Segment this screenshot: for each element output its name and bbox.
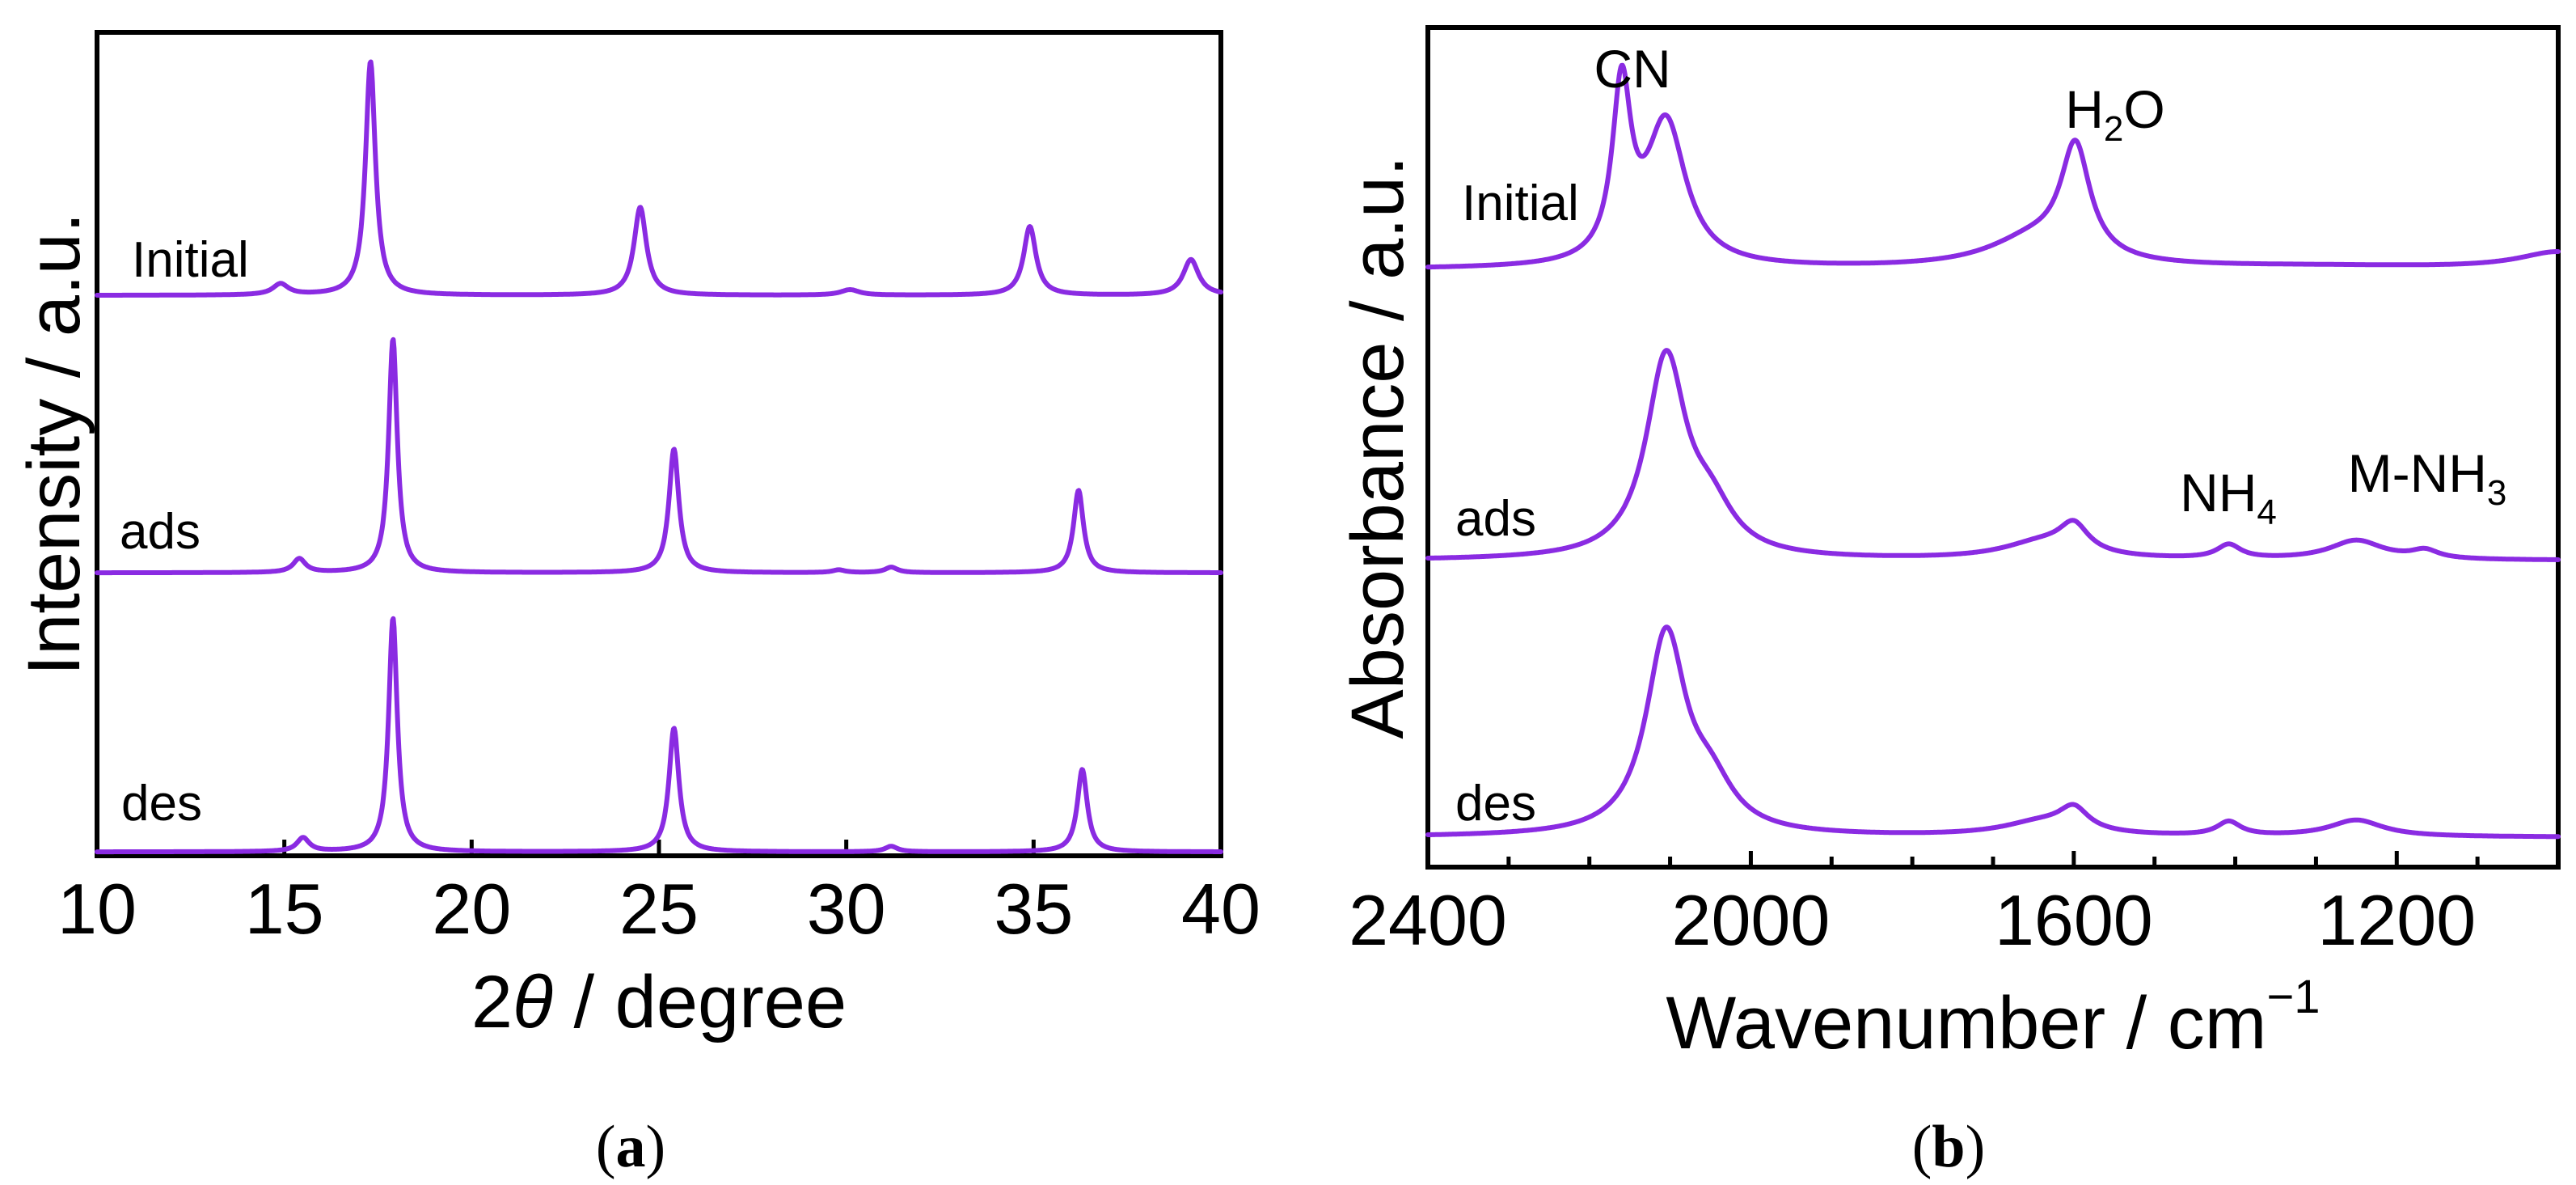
panel-a-x-axis-label-theta: θ <box>513 961 553 1043</box>
panel-a-x-axis-label-rest: / degree <box>553 961 847 1043</box>
panel-a-series-label-des: des <box>121 776 202 832</box>
panel-a-trace-initial <box>95 59 1223 298</box>
panel-a-caption: (a) <box>596 1114 665 1180</box>
panel-a-xrd-chart: 10 15 20 25 30 35 40 Initial ads des Int… <box>13 30 1261 1180</box>
panel-b-ir-chart: 2400 2000 1600 1200 Initial ads des CN H… <box>1337 25 2561 1180</box>
panel-b-traces <box>1425 62 2561 840</box>
panel-a-caption-close: ) <box>646 1114 666 1180</box>
panel-b-caption-close: ) <box>1966 1114 1986 1180</box>
panel-a-x-tick-label: 10 <box>57 869 137 949</box>
panel-b-annotation-h2o: H2O <box>2065 79 2165 149</box>
panel-b-annotation-h2o-sub: 2 <box>2104 109 2123 149</box>
panel-a-x-axis-label-prefix: 2 <box>471 961 513 1043</box>
panel-b-trace-ads <box>1425 348 2561 562</box>
panel-b-series-label-ads: ads <box>1455 491 1536 547</box>
panel-b-annotations: CN H2O NH4 M-NH3 <box>1594 39 2506 532</box>
panel-b-caption: (b) <box>1912 1114 1985 1180</box>
panel-b-annotation-h2o-h: H <box>2065 79 2104 139</box>
panel-b-annotation-h2o-o: O <box>2123 79 2164 139</box>
panel-b-annotation-mnh3-text: M-NH <box>2348 443 2487 503</box>
panel-b-series-labels: Initial ads des <box>1455 176 1579 832</box>
panel-b-x-axis-label-text: Wavenumber / cm <box>1666 982 2266 1064</box>
panel-a-x-tick-label: 40 <box>1181 869 1261 949</box>
panel-b-annotation-nh4: NH4 <box>2180 463 2277 532</box>
panel-a-trace-ads <box>95 336 1223 576</box>
panel-b-x-tick-label: 2400 <box>1349 880 1507 960</box>
panel-b-x-tick-label: 1600 <box>1995 880 2153 960</box>
panel-b-x-tick-label: 1200 <box>2317 880 2476 960</box>
panel-b-x-axis-label: Wavenumber / cm−1 <box>1666 971 2320 1064</box>
panel-b-annotation-nh4-sub: 4 <box>2257 493 2276 532</box>
panel-a-series-label-ads: ads <box>120 504 201 560</box>
panel-a-caption-letter: a <box>616 1114 646 1180</box>
panel-a-traces <box>95 59 1223 855</box>
panel-b-y-axis-label: Absorbance / a.u. <box>1337 155 1419 739</box>
panel-a-y-axis-label: Intensity / a.u. <box>13 213 95 676</box>
panel-a-plot-frame <box>95 30 1223 858</box>
panel-b-x-ticks <box>1425 851 2561 867</box>
panel-a-x-tick-label: 30 <box>807 869 886 949</box>
panel-a-x-tick-label: 35 <box>994 869 1073 949</box>
panel-a-x-axis-label: 2θ / degree <box>471 961 847 1043</box>
panel-b-trace-initial <box>1425 62 2561 270</box>
panel-b-trace-des <box>1425 624 2561 840</box>
panel-b-caption-letter: b <box>1932 1114 1965 1180</box>
panel-a-x-tick-label: 25 <box>619 869 699 949</box>
panel-b-series-label-des: des <box>1455 776 1536 832</box>
panel-b-annotation-cn: CN <box>1594 39 1670 99</box>
panel-b-x-tick-label: 2000 <box>1672 880 1831 960</box>
panel-a-x-tick-labels: 10 15 20 25 30 35 40 <box>57 869 1261 949</box>
panel-a-series-labels: Initial ads des <box>120 232 249 832</box>
panel-a-trace-des <box>95 616 1223 855</box>
panel-b-annotation-mnh3: M-NH3 <box>2348 443 2507 513</box>
panel-b-annotation-nh4-text: NH <box>2180 463 2257 523</box>
panel-a-x-tick-label: 15 <box>245 869 324 949</box>
panel-b-series-label-initial: Initial <box>1462 176 1579 231</box>
panel-b-x-axis-label-superscript: −1 <box>2266 971 2320 1023</box>
panel-a-caption-open: ( <box>596 1114 616 1180</box>
panel-a-x-tick-label: 20 <box>432 869 511 949</box>
panel-b-caption-open: ( <box>1912 1114 1932 1180</box>
panel-a-series-label-initial: Initial <box>132 232 249 288</box>
panel-b-annotation-mnh3-sub: 3 <box>2487 473 2506 513</box>
panel-b-x-tick-labels: 2400 2000 1600 1200 <box>1349 880 2476 960</box>
